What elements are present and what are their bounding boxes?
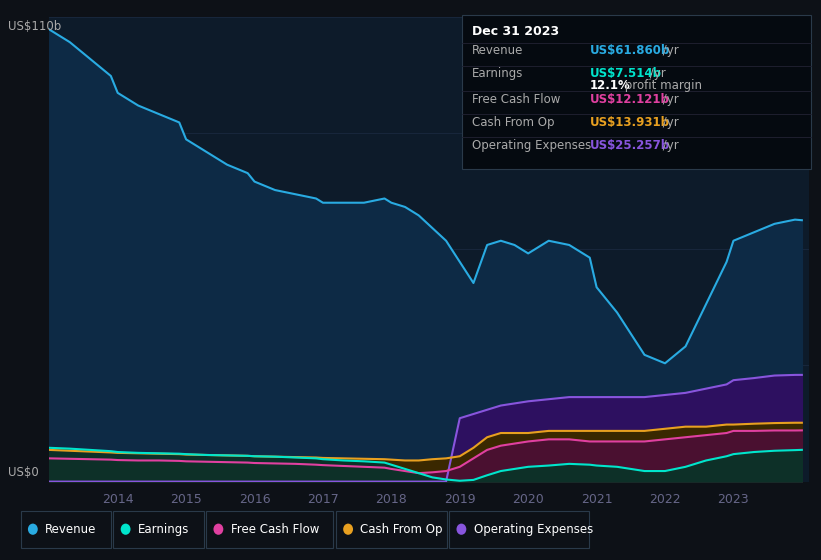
Text: Operating Expenses: Operating Expenses xyxy=(474,522,593,536)
Text: Free Cash Flow: Free Cash Flow xyxy=(231,522,319,536)
Text: Revenue: Revenue xyxy=(45,522,97,536)
Text: /yr: /yr xyxy=(659,116,679,129)
Text: US$25.257b: US$25.257b xyxy=(589,139,670,152)
Text: US$61.860b: US$61.860b xyxy=(589,44,670,58)
Text: profit margin: profit margin xyxy=(621,78,702,92)
Text: /yr: /yr xyxy=(659,139,679,152)
Text: Cash From Op: Cash From Op xyxy=(472,116,554,129)
Text: Revenue: Revenue xyxy=(472,44,524,58)
Text: Earnings: Earnings xyxy=(472,68,524,81)
Text: US$110b: US$110b xyxy=(8,20,62,32)
Text: Dec 31 2023: Dec 31 2023 xyxy=(472,25,559,38)
Text: US$7.514b: US$7.514b xyxy=(589,68,662,81)
Text: US$0: US$0 xyxy=(8,466,39,479)
Text: /yr: /yr xyxy=(659,93,679,106)
Text: Cash From Op: Cash From Op xyxy=(360,522,443,536)
Text: Earnings: Earnings xyxy=(138,522,190,536)
Text: US$13.931b: US$13.931b xyxy=(589,116,669,129)
Text: Free Cash Flow: Free Cash Flow xyxy=(472,93,561,106)
Text: /yr: /yr xyxy=(659,44,679,58)
Text: /yr: /yr xyxy=(646,68,666,81)
Text: Operating Expenses: Operating Expenses xyxy=(472,139,591,152)
Text: US$12.121b: US$12.121b xyxy=(589,93,669,106)
Text: 12.1%: 12.1% xyxy=(589,78,631,92)
